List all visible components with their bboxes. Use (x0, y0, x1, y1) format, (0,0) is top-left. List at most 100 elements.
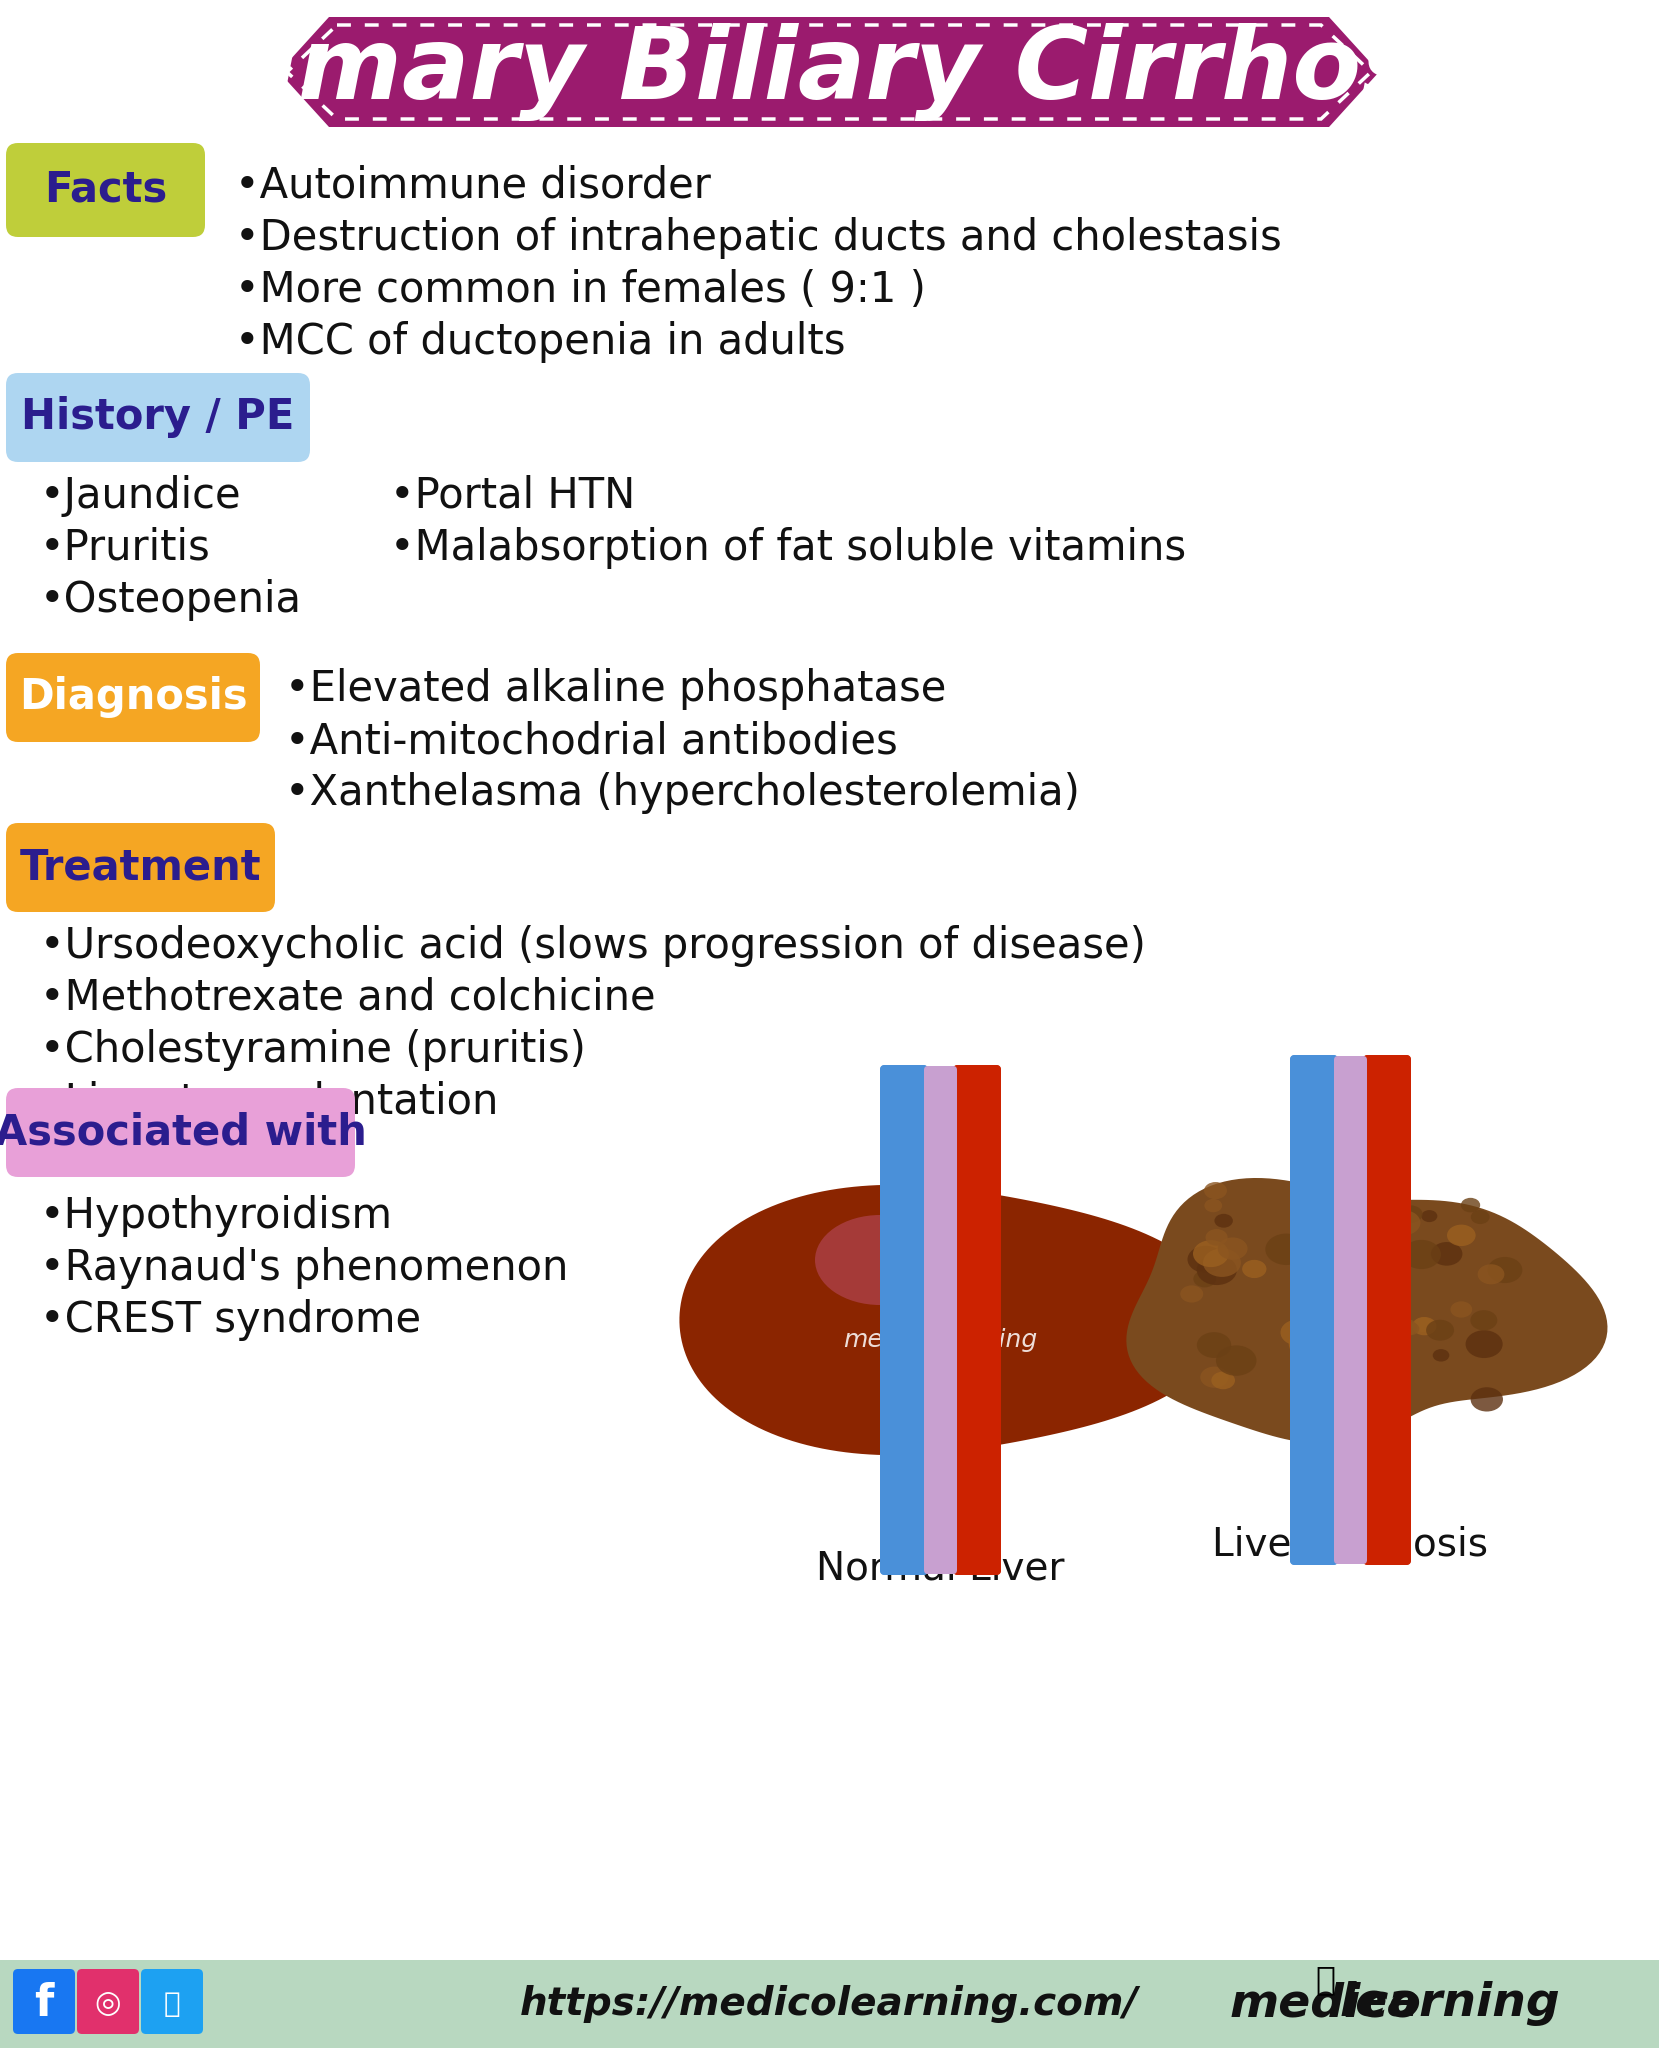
Ellipse shape (1311, 1214, 1334, 1233)
Ellipse shape (1335, 1329, 1370, 1354)
Ellipse shape (1206, 1229, 1228, 1245)
FancyBboxPatch shape (1334, 1057, 1367, 1565)
Ellipse shape (1412, 1317, 1437, 1335)
Text: •Ursodeoxycholic acid (slows progression of disease): •Ursodeoxycholic acid (slows progression… (40, 926, 1146, 967)
Ellipse shape (1196, 1255, 1238, 1284)
FancyBboxPatch shape (13, 1968, 75, 2034)
Text: •Xanthelasma (hypercholesterolemia): •Xanthelasma (hypercholesterolemia) (285, 772, 1080, 813)
Text: 🖊: 🖊 (1316, 1964, 1335, 1997)
FancyBboxPatch shape (1291, 1055, 1339, 1565)
Ellipse shape (1307, 1346, 1349, 1378)
Text: •Anti-mitochodrial antibodies: •Anti-mitochodrial antibodies (285, 721, 898, 762)
FancyBboxPatch shape (1364, 1055, 1412, 1565)
Text: •CREST syndrome: •CREST syndrome (40, 1298, 421, 1341)
Text: •Destruction of intrahepatic ducts and cholestasis: •Destruction of intrahepatic ducts and c… (236, 217, 1282, 258)
Ellipse shape (1349, 1350, 1382, 1374)
Ellipse shape (1306, 1266, 1345, 1296)
Ellipse shape (1203, 1249, 1241, 1276)
Text: ◎: ◎ (95, 1989, 121, 2019)
Ellipse shape (1316, 1395, 1345, 1417)
Ellipse shape (1204, 1182, 1228, 1200)
Ellipse shape (1370, 1307, 1394, 1323)
Ellipse shape (1211, 1372, 1234, 1389)
Ellipse shape (1413, 1317, 1433, 1331)
Text: f: f (35, 1982, 53, 2025)
Text: 🐦: 🐦 (164, 1991, 181, 2017)
Ellipse shape (815, 1214, 946, 1305)
Text: •Hypothyroidism: •Hypothyroidism (40, 1194, 393, 1237)
Ellipse shape (1399, 1206, 1423, 1223)
Text: •More common in females ( 9:1 ): •More common in females ( 9:1 ) (236, 268, 926, 311)
Ellipse shape (1218, 1237, 1248, 1260)
Ellipse shape (1316, 1206, 1337, 1223)
Text: Treatment: Treatment (20, 846, 262, 889)
Text: •Elevated alkaline phosphatase: •Elevated alkaline phosphatase (285, 668, 946, 711)
Ellipse shape (1387, 1210, 1420, 1235)
FancyBboxPatch shape (924, 1067, 957, 1575)
Text: •MCC of ductopenia in adults: •MCC of ductopenia in adults (236, 322, 846, 362)
Ellipse shape (1377, 1249, 1397, 1264)
Ellipse shape (1281, 1319, 1316, 1346)
FancyBboxPatch shape (952, 1065, 1000, 1575)
Polygon shape (680, 1186, 1226, 1456)
Text: •Osteopenia: •Osteopenia (40, 580, 302, 621)
FancyBboxPatch shape (7, 653, 260, 741)
FancyBboxPatch shape (879, 1065, 927, 1575)
Text: https://medicolearning.com/: https://medicolearning.com/ (519, 1985, 1138, 2023)
Ellipse shape (1433, 1350, 1450, 1362)
Ellipse shape (1402, 1323, 1420, 1335)
Text: Diagnosis: Diagnosis (18, 676, 247, 719)
Ellipse shape (1301, 1346, 1319, 1358)
Ellipse shape (1196, 1331, 1231, 1358)
FancyBboxPatch shape (141, 1968, 202, 2034)
Ellipse shape (1326, 1255, 1347, 1272)
Ellipse shape (1488, 1257, 1523, 1284)
Ellipse shape (1193, 1241, 1229, 1268)
Ellipse shape (1462, 1198, 1480, 1212)
Text: •Raynaud's phenomenon: •Raynaud's phenomenon (40, 1247, 569, 1288)
Ellipse shape (1289, 1327, 1331, 1360)
FancyBboxPatch shape (0, 1960, 1659, 2048)
FancyBboxPatch shape (879, 1065, 927, 1575)
Ellipse shape (1365, 1278, 1382, 1290)
Text: History / PE: History / PE (22, 397, 295, 438)
Ellipse shape (1214, 1214, 1233, 1227)
Ellipse shape (1372, 1196, 1389, 1208)
Ellipse shape (1359, 1278, 1375, 1292)
FancyBboxPatch shape (76, 1968, 139, 2034)
Ellipse shape (1188, 1245, 1224, 1274)
Ellipse shape (1470, 1386, 1503, 1411)
Ellipse shape (1427, 1319, 1453, 1341)
Ellipse shape (1422, 1210, 1437, 1223)
Ellipse shape (1334, 1360, 1375, 1391)
Ellipse shape (1292, 1405, 1329, 1432)
Ellipse shape (1204, 1198, 1223, 1212)
Polygon shape (1126, 1178, 1608, 1444)
Ellipse shape (1180, 1286, 1203, 1303)
Ellipse shape (1472, 1210, 1490, 1225)
FancyBboxPatch shape (7, 1087, 355, 1178)
Text: medicolearning: medicolearning (843, 1327, 1037, 1352)
Text: •Liver transplantation: •Liver transplantation (40, 1081, 498, 1122)
Text: Normal Liver: Normal Liver (816, 1550, 1065, 1587)
Ellipse shape (1243, 1260, 1266, 1278)
FancyBboxPatch shape (952, 1065, 1000, 1575)
Ellipse shape (1392, 1319, 1417, 1337)
Text: •Methotrexate and colchicine: •Methotrexate and colchicine (40, 977, 655, 1020)
Text: medico: medico (1229, 1982, 1422, 2028)
Text: Associated with: Associated with (0, 1112, 367, 1153)
Text: Liver Cirrhosis: Liver Cirrhosis (1213, 1526, 1488, 1563)
Ellipse shape (1470, 1311, 1498, 1331)
FancyBboxPatch shape (1334, 1057, 1367, 1565)
Ellipse shape (1402, 1239, 1442, 1270)
FancyBboxPatch shape (7, 373, 310, 463)
FancyBboxPatch shape (7, 143, 206, 238)
FancyBboxPatch shape (7, 823, 275, 911)
Ellipse shape (1432, 1241, 1463, 1266)
Ellipse shape (1299, 1335, 1316, 1348)
Polygon shape (279, 16, 1379, 127)
Text: •Malabsorption of fat soluble vitamins: •Malabsorption of fat soluble vitamins (390, 526, 1186, 569)
Ellipse shape (1314, 1214, 1334, 1229)
Ellipse shape (1450, 1300, 1472, 1317)
Ellipse shape (1193, 1270, 1216, 1288)
